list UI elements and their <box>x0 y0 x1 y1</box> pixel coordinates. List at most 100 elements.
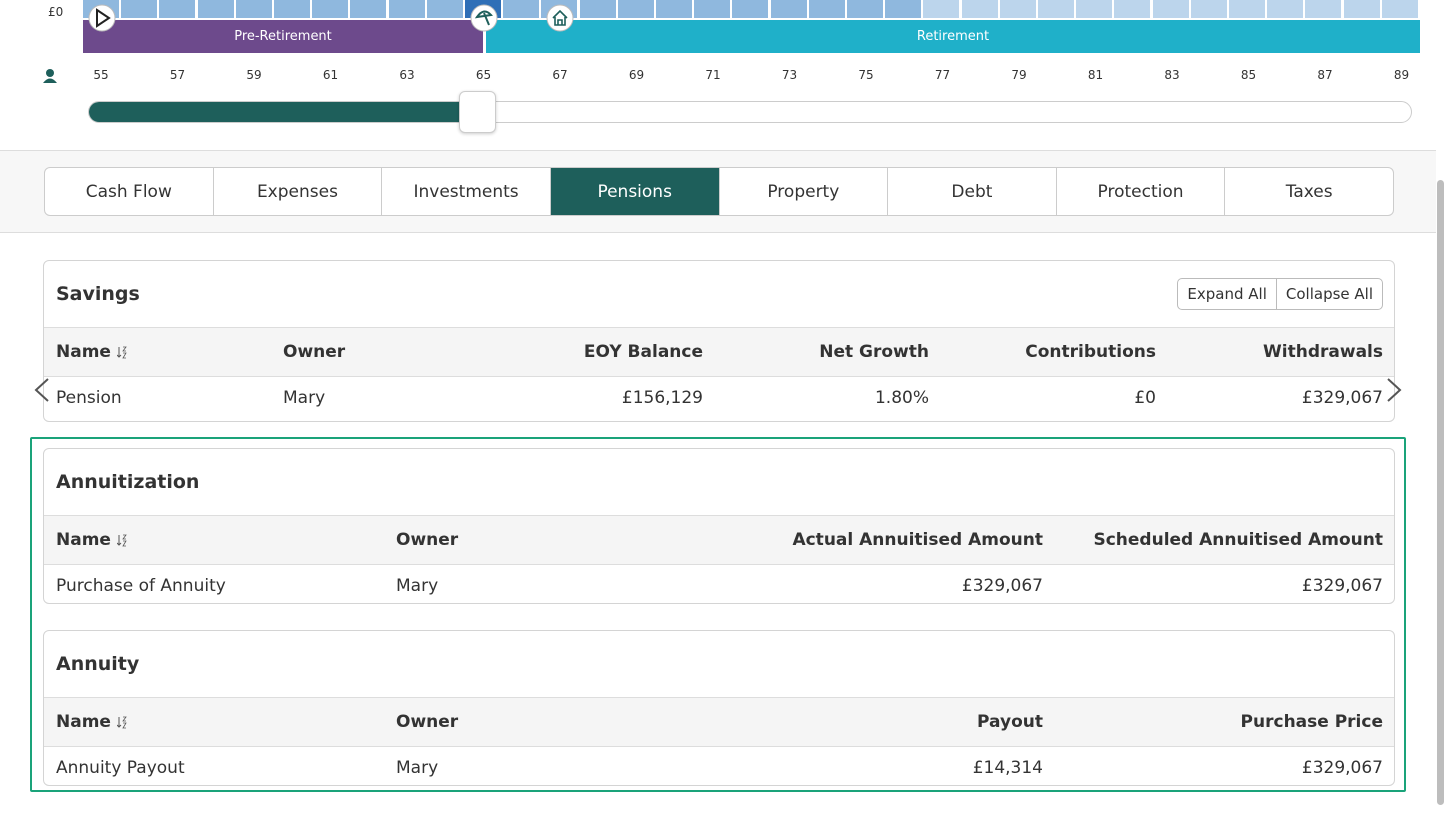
table-cell: £329,067 <box>1301 575 1383 596</box>
timeline-cell[interactable] <box>388 0 427 18</box>
column-header[interactable]: Name <box>56 342 283 362</box>
timeline-cell[interactable] <box>197 0 236 18</box>
column-header: Net Growth <box>703 342 929 362</box>
table-cell: £329,067 <box>961 575 1043 596</box>
table-cell: 1.80% <box>874 387 929 408</box>
collapse-all-button[interactable]: Collapse All <box>1285 285 1373 303</box>
table-cell: Mary <box>396 757 439 778</box>
tab[interactable]: Pensions <box>550 168 720 215</box>
age-label: 87 <box>1317 68 1333 82</box>
table-cell: £0 <box>1134 387 1156 408</box>
timeline-cell[interactable] <box>1267 0 1306 18</box>
expand-all-button[interactable]: Expand All <box>1178 279 1277 309</box>
timeline-cell[interactable] <box>1381 0 1420 18</box>
age-label: 65 <box>475 68 492 82</box>
axis-label: £0 <box>48 5 64 19</box>
timeline-cell[interactable] <box>426 0 465 18</box>
tab[interactable]: Investments <box>382 168 551 215</box>
retire-marker[interactable] <box>469 3 501 35</box>
age-label: 67 <box>552 68 568 82</box>
savings-card: Savings Expand All Collapse All Name Owne… <box>43 260 1395 422</box>
tab-bar: Cash Flow Expenses Investments Pensions Prop… <box>44 167 1394 216</box>
column-header[interactable]: Name <box>56 712 396 732</box>
phase-pre[interactable]: Pre-Retirement <box>83 20 483 53</box>
timeline-cell[interactable] <box>121 0 160 18</box>
column-header: EOY Balance <box>476 342 703 362</box>
timeline-cell[interactable] <box>656 0 694 18</box>
tab[interactable]: Debt <box>888 168 1057 215</box>
column-header-text: Scheduled Annuitised Amount <box>1093 530 1383 550</box>
timeline-cell[interactable] <box>503 0 542 18</box>
age-label: 81 <box>1087 68 1104 82</box>
sort-icon[interactable] <box>116 715 127 729</box>
tab[interactable]: Protection <box>1057 168 1226 215</box>
column-header: Owner <box>283 342 476 362</box>
timeline-cell[interactable] <box>235 0 274 18</box>
timeline-cell[interactable] <box>923 0 962 18</box>
home-marker[interactable] <box>545 3 577 35</box>
column-header[interactable]: Name <box>56 530 396 550</box>
timeline-cell[interactable] <box>1305 0 1344 18</box>
table-cell: Pension <box>56 387 122 408</box>
slider-thumb[interactable] <box>459 91 496 133</box>
phase-retirement[interactable]: Retirement <box>486 20 1420 53</box>
timeline-cell[interactable] <box>770 0 809 18</box>
timeline-cell[interactable] <box>579 0 618 18</box>
annuity-table: Name Owner Payout Purchase Price Annuity Pay… <box>44 697 1394 785</box>
timeline-cell[interactable] <box>1076 0 1115 18</box>
timeline-cell[interactable] <box>1190 0 1229 18</box>
age-label: 79 <box>1011 68 1027 82</box>
column-header-text: Name <box>56 712 111 732</box>
timeline-cell[interactable] <box>350 0 389 18</box>
sort-icon[interactable] <box>116 533 127 547</box>
column-header: Actual Annuitised Amount <box>703 530 1043 550</box>
header-row: Name Owner Payout Purchase Price <box>44 697 1394 747</box>
age-label: 63 <box>399 68 415 82</box>
table-cell: £329,067 <box>1301 387 1383 408</box>
column-header-text: Contributions <box>1025 342 1156 362</box>
savings-table: Name Owner EOY Balance Net Growth Contributi… <box>44 327 1394 418</box>
section-title: Savings <box>56 283 140 305</box>
column-header: Contributions <box>929 342 1156 362</box>
age-label: 73 <box>781 68 798 82</box>
timeline-cell[interactable] <box>1114 0 1153 18</box>
sort-icon[interactable] <box>116 345 127 359</box>
scroll-left[interactable] <box>30 375 54 405</box>
timeline-cell[interactable] <box>1152 0 1191 18</box>
tab[interactable]: Property <box>720 168 889 215</box>
age-label: 85 <box>1240 68 1257 82</box>
timeline-cell[interactable] <box>808 0 847 18</box>
section-title: Annuity <box>56 653 140 675</box>
column-header: Purchase Price <box>1043 712 1383 732</box>
tab[interactable]: Expenses <box>214 168 383 215</box>
timeline-cell[interactable] <box>885 0 924 18</box>
play-marker[interactable] <box>87 3 119 35</box>
timeline-cell[interactable] <box>312 0 351 18</box>
timeline-cell[interactable] <box>1229 0 1267 18</box>
age-label: 61 <box>322 68 339 82</box>
timeline-cell[interactable] <box>617 0 656 18</box>
timeline-cell[interactable] <box>999 0 1038 18</box>
timeline-cell[interactable] <box>274 0 312 18</box>
column-header-text: Name <box>56 342 111 362</box>
timeline-cell[interactable] <box>1343 0 1382 18</box>
column-header-text: Owner <box>396 712 459 732</box>
timeline-cell[interactable] <box>847 0 885 18</box>
tab[interactable]: Taxes <box>1285 181 1333 202</box>
scrollbar[interactable] <box>1437 180 1444 805</box>
scroll-right[interactable] <box>1382 375 1406 405</box>
column-header-text: Withdrawals <box>1263 342 1383 362</box>
timeline-cell[interactable] <box>1038 0 1076 18</box>
age-label: 55 <box>93 68 109 82</box>
person-icon <box>43 69 57 83</box>
timeline-cell[interactable] <box>694 0 733 18</box>
table-row: Pension Mary £156,129 1.80% £0 £329,067 <box>44 377 1394 418</box>
highlight-frame <box>30 437 1406 792</box>
timeline-cell[interactable] <box>159 0 198 18</box>
timeline-cell[interactable] <box>732 0 771 18</box>
annuity-card: Annuity Name Owner Payout Purchase Price Ann… <box>43 630 1395 786</box>
timeline-cell[interactable] <box>961 0 1000 18</box>
column-header: Owner <box>396 530 703 550</box>
tab[interactable]: Cash Flow <box>45 168 214 215</box>
column-header-text: Owner <box>283 342 346 362</box>
